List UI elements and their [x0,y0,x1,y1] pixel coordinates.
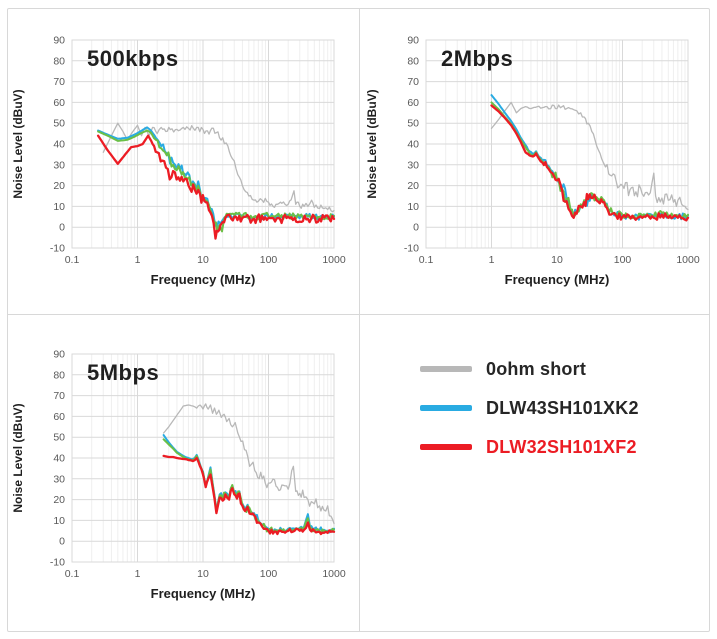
y-tick-label: 10 [53,515,65,527]
series-line-unlabeled-green [97,129,335,233]
figure-frame [7,8,710,632]
y-tick-label: 20 [53,494,65,506]
y-tick-label: 50 [53,432,65,444]
y-tick-label: 30 [53,473,65,485]
series-lines [96,122,336,240]
x-tick-label: 0.1 [65,254,80,266]
series-line-dlw32sh101xf2 [490,104,690,222]
legend: 0ohm short DLW43SH101XK2 DLW32SH101XF2 [420,358,639,458]
y-axis-title: Noise Level (dBuV) [11,403,25,512]
legend-label: DLW32SH101XF2 [486,436,637,457]
y-tick-label: 80 [53,369,65,381]
x-tick-label: 10 [197,568,209,580]
y-tick-label: 0 [413,222,419,234]
y-tick-label: 20 [53,180,65,192]
y-tick-label: -10 [404,243,419,255]
legend-item-dlw32sh101xf2: DLW32SH101XF2 [420,436,639,458]
y-tick-label: -10 [50,557,65,569]
x-tick-label: 0.1 [419,254,434,266]
quadrant-divider-horizontal [7,314,710,315]
x-tick-label: 1 [135,254,141,266]
series-line-dlw43sh101xk2 [97,126,335,228]
y-tick-label: 30 [407,159,419,171]
x-tick-label: 10 [197,254,209,266]
y-tick-label: 40 [53,139,65,151]
y-tick-label: 0 [59,222,65,234]
x-tick-label: 1 [135,568,141,580]
y-tick-label: 50 [407,118,419,130]
x-tick-label: 1000 [676,254,700,266]
chart-title: 500kbps [87,46,179,71]
x-axis-title: Frequency (MHz) [505,272,610,287]
series-line-dlw43sh101xk2 [490,94,689,221]
y-tick-label: 60 [53,97,65,109]
y-tick-label: 80 [407,55,419,67]
y-tick-label: 40 [53,453,65,465]
x-tick-label: 100 [614,254,632,266]
y-tick-label: 70 [53,76,65,88]
x-axis-title: Frequency (MHz) [151,586,256,601]
y-tick-label: 10 [407,201,419,213]
x-tick-label: 10 [551,254,563,266]
y-tick-label: 90 [407,35,419,47]
quadrant-divider-vertical [359,8,360,632]
y-tick-label: -10 [50,243,65,255]
x-tick-label: 1 [489,254,495,266]
y-tick-label: 20 [407,180,419,192]
plot-border [425,39,689,249]
y-tick-label: 80 [53,55,65,67]
legend-label: DLW43SH101XK2 [486,397,639,418]
series-line-dlw32sh101xf2 [96,134,336,240]
chart-title: 5Mbps [87,360,159,385]
plot-border [71,353,335,563]
series-line-0ohm-short [490,101,689,211]
x-tick-label: 1000 [322,568,346,580]
y-tick-label: 90 [53,35,65,47]
series-lines [490,94,690,222]
series-line-0ohm-short [162,403,335,525]
y-tick-label: 60 [407,97,419,109]
legend-swatch-gray [420,366,472,372]
y-tick-label: 10 [53,201,65,213]
legend-label: 0ohm short [486,358,587,379]
y-tick-label: 50 [53,118,65,130]
x-tick-label: 0.1 [65,568,80,580]
gridlines [425,39,689,249]
x-tick-label: 100 [260,254,278,266]
y-tick-label: 30 [53,159,65,171]
y-tick-label: 70 [407,76,419,88]
legend-item-0ohm-short: 0ohm short [420,358,639,380]
chart-title: 2Mbps [441,46,513,71]
x-tick-label: 100 [260,568,278,580]
series-line-dlw32sh101xf2 [162,454,336,536]
y-tick-label: 70 [53,390,65,402]
y-tick-label: 0 [59,536,65,548]
y-axis-title: Noise Level (dBuV) [365,89,379,198]
x-tick-label: 1000 [322,254,346,266]
y-axis-title: Noise Level (dBuV) [11,89,25,198]
series-lines [162,403,336,536]
legend-swatch-blue [420,405,472,411]
legend-swatch-red [420,444,472,450]
y-tick-label: 90 [53,349,65,361]
plot-border [71,39,335,249]
y-tick-label: 60 [53,411,65,423]
y-tick-label: 40 [407,139,419,151]
legend-item-dlw43sh101xk2: DLW43SH101XK2 [420,397,639,419]
x-axis-title: Frequency (MHz) [151,272,256,287]
